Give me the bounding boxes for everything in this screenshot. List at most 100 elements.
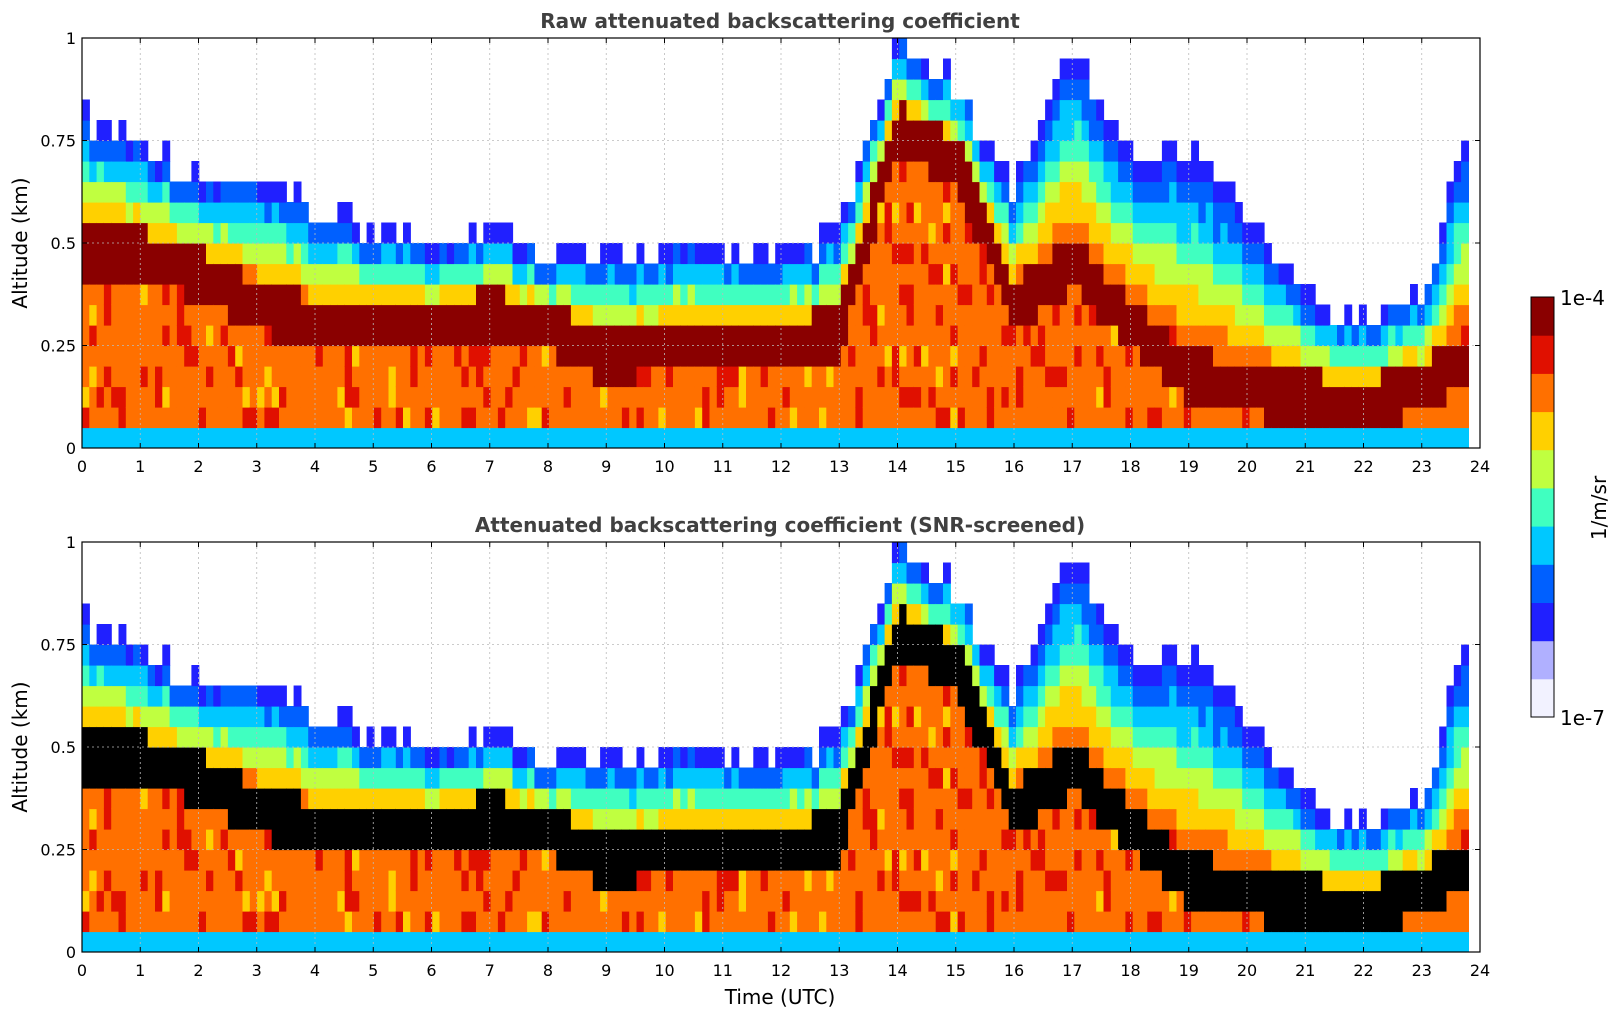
heatmap-cell xyxy=(125,140,134,162)
heatmap-cell xyxy=(1081,767,1090,789)
heatmap-cell xyxy=(1037,665,1046,687)
heatmap-cell xyxy=(1067,685,1075,707)
heatmap-cell xyxy=(96,726,105,748)
heatmap-cell xyxy=(133,685,141,707)
heatmap-cell xyxy=(592,325,601,347)
heatmap-cell xyxy=(1242,222,1251,244)
heatmap-cell xyxy=(388,788,397,810)
heatmap-cell xyxy=(155,427,163,448)
heatmap-cell xyxy=(1205,202,1214,224)
heatmap-cell xyxy=(483,427,492,448)
heatmap-cell xyxy=(1096,808,1105,830)
heatmap-cell xyxy=(519,808,528,830)
heatmap-cell xyxy=(1096,603,1105,625)
heatmap-cell xyxy=(1424,911,1433,933)
heatmap-cell xyxy=(1001,284,1010,306)
heatmap-cell xyxy=(943,386,951,408)
heatmap-cell xyxy=(1125,644,1134,666)
heatmap-cell xyxy=(1016,181,1024,203)
heatmap-cell xyxy=(979,284,988,306)
heatmap-cell xyxy=(716,788,725,810)
heatmap-cell xyxy=(709,427,718,448)
heatmap-cell xyxy=(994,931,1002,952)
heatmap-cell xyxy=(483,243,492,265)
heatmap-cell xyxy=(1271,788,1280,810)
heatmap-cell xyxy=(943,747,951,769)
heatmap-cell xyxy=(870,931,878,952)
heatmap-cell xyxy=(476,243,484,265)
heatmap-cell xyxy=(184,726,193,748)
heatmap-cell xyxy=(1154,849,1163,871)
heatmap-cell xyxy=(950,685,959,707)
heatmap-cell xyxy=(833,870,842,892)
heatmap-cell xyxy=(352,263,360,285)
heatmap-cell xyxy=(1388,931,1396,952)
heatmap-cell xyxy=(943,345,951,367)
heatmap-cell xyxy=(607,407,616,429)
heatmap-cell xyxy=(848,788,856,810)
screened-backscatter-panel: Attenuated backscattering coefficient (S… xyxy=(8,513,1490,1009)
heatmap-cell xyxy=(891,562,900,584)
heatmap-cell xyxy=(1052,284,1061,306)
heatmap-cell xyxy=(1016,366,1024,388)
heatmap-cell xyxy=(906,706,915,728)
heatmap-cell xyxy=(1453,407,1462,429)
y-tick-label: 0 xyxy=(66,943,76,962)
heatmap-cell xyxy=(636,427,645,448)
heatmap-cell xyxy=(1278,931,1287,952)
heatmap-cell xyxy=(724,767,732,789)
heatmap-cell xyxy=(738,911,747,933)
heatmap-cell xyxy=(877,386,886,408)
heatmap-cell xyxy=(833,284,842,306)
heatmap-cell xyxy=(1088,849,1097,871)
heatmap-cell xyxy=(1446,181,1455,203)
heatmap-cell xyxy=(1271,829,1280,851)
heatmap-cell xyxy=(1147,726,1156,748)
heatmap-cell xyxy=(388,911,397,933)
heatmap-cell xyxy=(249,366,258,388)
heatmap-cell xyxy=(505,345,514,367)
heatmap-cell xyxy=(1118,345,1126,367)
heatmap-cell xyxy=(1183,427,1192,448)
heatmap-cell xyxy=(366,911,375,933)
heatmap-cell xyxy=(293,849,302,871)
heatmap-cell xyxy=(556,911,565,933)
heatmap-cell xyxy=(1096,263,1105,285)
heatmap-cell xyxy=(206,890,214,912)
heatmap-cell xyxy=(1373,427,1382,448)
heatmap-cell xyxy=(315,931,324,952)
heatmap-cell xyxy=(1103,161,1112,183)
heatmap-cell xyxy=(1198,726,1207,748)
heatmap-cell xyxy=(1337,849,1345,871)
heatmap-cell xyxy=(811,407,820,429)
heatmap-cell xyxy=(680,849,689,871)
heatmap-cell xyxy=(1388,386,1396,408)
heatmap-cell xyxy=(578,911,587,933)
heatmap-cell xyxy=(928,931,937,952)
heatmap-cell xyxy=(169,767,178,789)
heatmap-cell xyxy=(702,284,711,306)
heatmap-cell xyxy=(1183,243,1192,265)
heatmap-cell xyxy=(1030,685,1039,707)
heatmap-cell xyxy=(1103,931,1112,952)
heatmap-cell xyxy=(446,911,455,933)
heatmap-cell xyxy=(855,767,864,789)
heatmap-cell xyxy=(862,726,871,748)
heatmap-cell xyxy=(169,808,178,830)
heatmap-cell xyxy=(943,726,951,748)
heatmap-cell xyxy=(884,161,893,183)
heatmap-cell xyxy=(1293,366,1302,388)
heatmap-cell xyxy=(1030,386,1039,408)
heatmap-cell xyxy=(235,407,244,429)
heatmap-cell xyxy=(410,407,419,429)
heatmap-cell xyxy=(877,263,886,285)
heatmap-cell xyxy=(213,726,222,748)
heatmap-cell xyxy=(950,665,959,687)
heatmap-cell xyxy=(82,222,90,244)
heatmap-cell xyxy=(541,767,550,789)
heatmap-cell xyxy=(782,325,791,347)
heatmap-cell xyxy=(994,685,1002,707)
heatmap-cell xyxy=(935,788,944,810)
heatmap-cell xyxy=(1059,849,1068,871)
heatmap-cell xyxy=(293,202,302,224)
